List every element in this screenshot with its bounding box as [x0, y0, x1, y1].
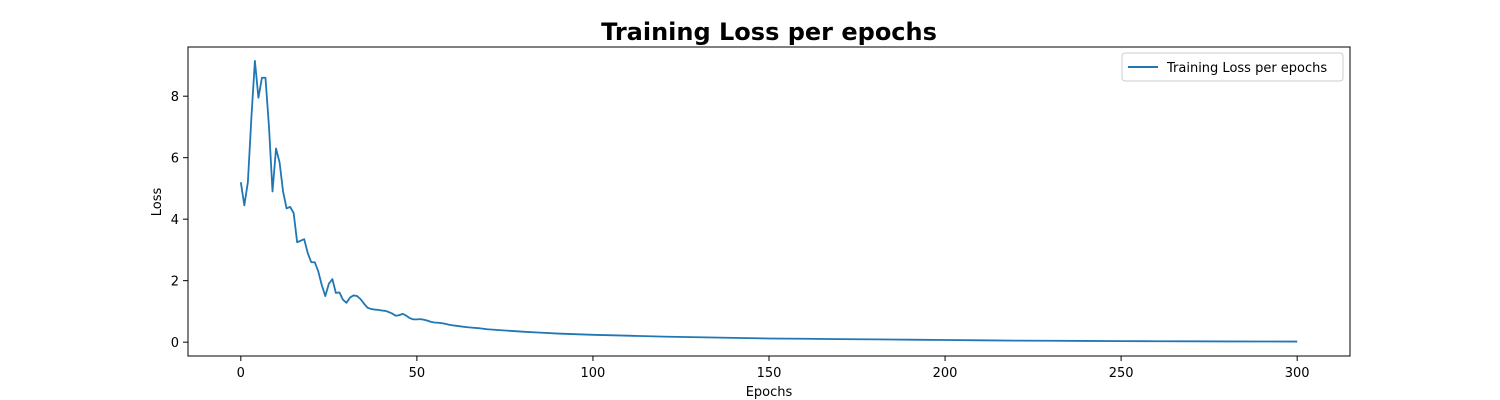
x-tick-label: 50	[409, 366, 426, 381]
x-tick-label: 0	[237, 366, 245, 381]
x-tick-label: 300	[1285, 366, 1310, 381]
y-tick-label: 8	[171, 90, 179, 105]
series-line-training-loss	[239, 59, 1298, 343]
y-tick-label: 4	[171, 213, 179, 228]
legend-label-training-loss: Training Loss per epochs	[1166, 61, 1327, 76]
series-group	[239, 59, 1298, 343]
x-axis-label: Epochs	[746, 385, 793, 400]
chart-title: Training Loss per epochs	[601, 18, 937, 46]
x-axis-ticks: 0 50 100 150 200 250 300	[237, 356, 1310, 381]
y-tick-label: 6	[171, 152, 179, 167]
legend: Training Loss per epochs	[1121, 52, 1344, 82]
y-tick-label: 0	[171, 336, 179, 351]
x-tick-label: 150	[757, 366, 782, 381]
y-tick-label: 2	[171, 275, 179, 290]
x-tick-label: 250	[1109, 366, 1134, 381]
legend-box	[1121, 52, 1344, 82]
x-tick-label: 200	[933, 366, 958, 381]
plot-area-frame	[187, 46, 1351, 357]
y-axis-ticks: 0 2 4 6 8	[171, 90, 188, 351]
x-tick-label: 100	[581, 366, 606, 381]
y-axis-label: Loss	[150, 188, 165, 217]
